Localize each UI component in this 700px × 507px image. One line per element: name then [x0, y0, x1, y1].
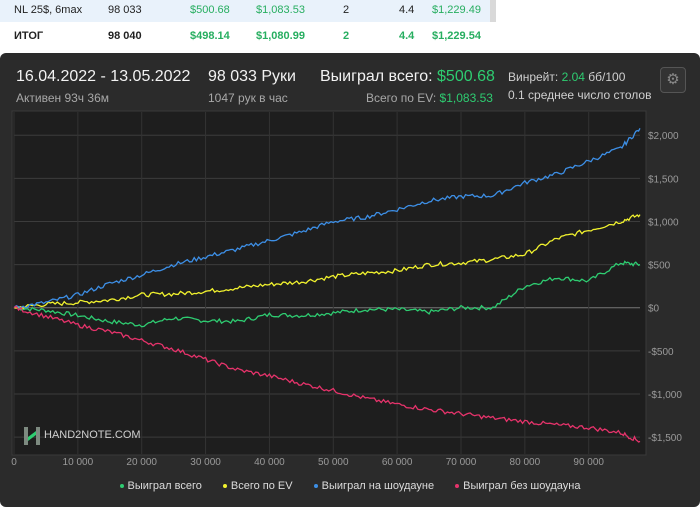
row-col2: 4.4: [399, 30, 415, 42]
legend-dot: [222, 484, 227, 489]
avg-tables: 0.1 среднее число столов: [508, 88, 652, 102]
row-col2: 4.4: [399, 4, 415, 16]
hands-count: 98 033 Руки: [208, 68, 296, 85]
y-tick-label: -$500: [648, 347, 674, 358]
x-tick-label: 30 000: [190, 457, 221, 468]
logo-text: HAND2NOTE.COM: [44, 429, 141, 441]
hands-per-hour: 1047 рук в час: [208, 91, 288, 105]
x-tick-label: 50 000: [318, 457, 349, 468]
legend-dot: [313, 484, 318, 489]
legend-item-showdown[interactable]: Выиграл на шоудауне: [313, 480, 435, 492]
row-hands: 98 033: [108, 4, 142, 16]
won-value: $500.68: [437, 68, 495, 85]
table-scrollbar[interactable]: [490, 0, 496, 22]
y-tick-label: $1,000: [648, 217, 679, 228]
row-col3: $1,229.49: [432, 4, 481, 16]
table-row-total[interactable]: ИТОГ 98 040 $498.14 $1,080.99 2 4.4 $1,2…: [0, 26, 496, 50]
won-total: Выиграл всего: $500.68: [320, 68, 495, 86]
series-line: [13, 305, 641, 443]
y-tick-label: $2,000: [648, 131, 679, 142]
x-tick-label: 80 000: [510, 457, 541, 468]
row-col1: 2: [343, 30, 350, 42]
date-range: 16.04.2022 - 13.05.2022: [16, 68, 191, 85]
x-tick-label: 20 000: [126, 457, 157, 468]
series-line: [13, 128, 641, 309]
row-name: NL 25$, 6max: [14, 4, 83, 16]
y-tick-label: -$1,000: [648, 390, 682, 401]
winrate-unit: бб/100: [588, 70, 626, 84]
row-won: $500.68: [190, 4, 230, 16]
legend-item-ev[interactable]: Всего по EV: [222, 480, 293, 492]
chart-legend: Выиграл всего Всего по EV Выиграл на шоу…: [0, 480, 700, 492]
x-tick-label: 40 000: [254, 457, 285, 468]
legend-label: Всего по EV: [230, 480, 293, 492]
row-hands: 98 040: [108, 30, 142, 42]
x-tick-label: 90 000: [573, 457, 604, 468]
hand2note-logo: HAND2NOTE.COM: [24, 425, 154, 452]
x-tick-label: 70 000: [446, 457, 477, 468]
row-col1: 2: [343, 4, 350, 16]
row-ev: $1,080.99: [256, 30, 305, 42]
ev-label: Всего по EV:: [366, 91, 437, 105]
y-tick-label: $0: [648, 304, 660, 315]
y-tick-label: -$1,500: [648, 433, 682, 444]
series-line: [13, 214, 641, 310]
legend-item-won[interactable]: Выиграл всего: [119, 480, 202, 492]
x-tick-label: 10 000: [63, 457, 94, 468]
row-ev: $1,083.53: [256, 4, 305, 16]
ev-value: $1,083.53: [439, 91, 493, 105]
ev-total: Всего по EV: $1,083.53: [366, 91, 493, 105]
settings-gear-icon[interactable]: ⚙: [660, 67, 686, 93]
plot-area: [11, 110, 647, 456]
legend-label: Выиграл без шоудауна: [463, 480, 581, 492]
x-tick-label: 0: [11, 457, 17, 468]
legend-dot: [455, 484, 460, 489]
winrate-label: Винрейт:: [508, 70, 559, 84]
legend-dot: [119, 484, 124, 489]
winrate-value: 2.04: [561, 70, 585, 84]
active-time: Активен 93ч 36м: [16, 91, 109, 105]
won-label: Выиграл всего:: [320, 68, 433, 85]
series-line: [13, 260, 641, 328]
legend-label: Выиграл всего: [127, 480, 202, 492]
row-name: ИТОГ: [14, 30, 44, 42]
logo-icon: [24, 427, 40, 445]
y-tick-label: $500: [648, 261, 671, 272]
y-tick-label: $1,500: [648, 174, 679, 185]
x-tick-label: 60 000: [382, 457, 413, 468]
winrate: Винрейт: 2.04 бб/100: [508, 70, 625, 84]
row-won: $498.14: [190, 30, 230, 42]
legend-label: Выиграл на шоудауне: [321, 480, 435, 492]
table-row[interactable]: NL 25$, 6max 98 033 $500.68 $1,083.53 2 …: [0, 0, 496, 22]
row-col3: $1,229.54: [432, 30, 481, 42]
legend-item-nonshowdown[interactable]: Выиграл без шоудауна: [455, 480, 580, 492]
summary-table: NL 25$, 6max 98 033 $500.68 $1,083.53 2 …: [0, 0, 496, 50]
